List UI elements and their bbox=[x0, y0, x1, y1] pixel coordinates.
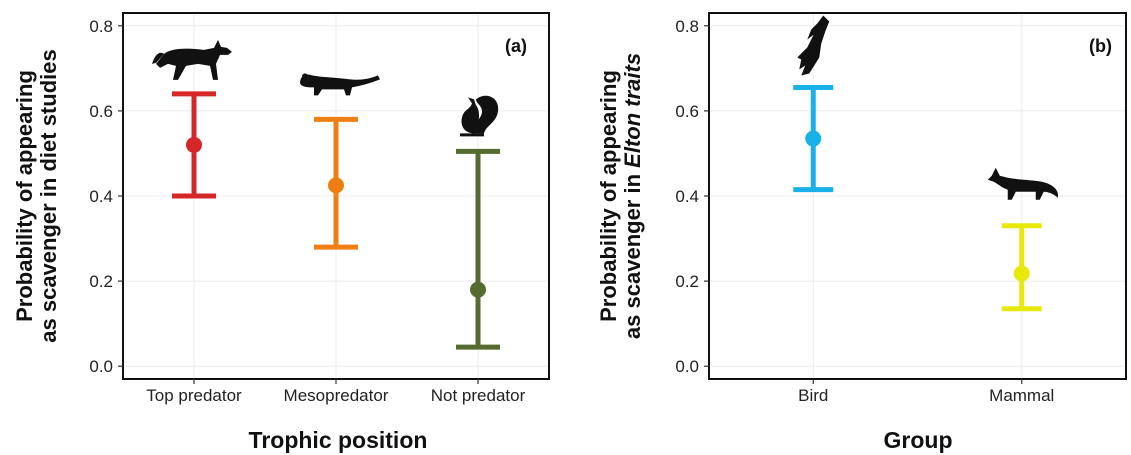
x-tick-label: Not predator bbox=[431, 386, 526, 405]
y-tick-label: 0.4 bbox=[675, 187, 699, 206]
panel-b-icons bbox=[797, 15, 1059, 200]
estimate-point bbox=[328, 177, 344, 194]
panel-b-y-axis-title: Probability of appearingas scavenger in … bbox=[596, 53, 645, 339]
eagle-silhouette-icon bbox=[797, 15, 830, 76]
estimate-point bbox=[1013, 265, 1030, 282]
panel-b-grid bbox=[709, 13, 1126, 379]
estimate-point bbox=[470, 281, 486, 298]
estimate-point bbox=[805, 130, 822, 147]
errorbar-bird bbox=[793, 84, 834, 193]
panel-a-label: (a) bbox=[505, 36, 527, 56]
x-tick-label: Bird bbox=[798, 386, 828, 405]
panel-a-marks bbox=[172, 91, 500, 350]
errorbar-mesopredator bbox=[314, 116, 358, 250]
wolf-silhouette-icon bbox=[152, 39, 232, 80]
panel-a-x-ticks: Top predator Mesopredator Not predator bbox=[146, 379, 526, 405]
x-tick-label: Mesopredator bbox=[284, 386, 389, 405]
mustelid-silhouette-icon bbox=[300, 73, 380, 96]
estimate-point bbox=[186, 136, 202, 153]
errorbar-top-predator bbox=[172, 91, 216, 199]
y-tick-label: 0.0 bbox=[675, 357, 699, 376]
y-tick-label: 0.8 bbox=[89, 17, 113, 36]
panel-a-y-ticks: 0.0 0.2 0.4 0.6 0.8 bbox=[89, 17, 123, 376]
panel-b-y-ticks: 0.0 0.2 0.4 0.6 0.8 bbox=[675, 17, 709, 376]
panel-b-x-axis-title: Group bbox=[884, 427, 953, 453]
y-tick-label: 0.2 bbox=[675, 272, 699, 291]
y-tick-label: 0.0 bbox=[89, 357, 113, 376]
y-tick-label: 0.6 bbox=[89, 102, 113, 121]
panel-a-chart: 0.0 0.2 0.4 0.6 0.8 Top predator Mesopredator… bbox=[12, 12, 550, 453]
panel-b-chart: 0.0 0.2 0.4 0.6 0.8 Bird Mammal (b) Group Pro… bbox=[596, 12, 1127, 453]
panel-b-marks bbox=[793, 84, 1042, 312]
y-tick-label: 0.8 bbox=[675, 17, 699, 36]
panel-a-icons bbox=[152, 39, 499, 137]
panel-a-y-axis-title: Probability of appearingas scavenger in … bbox=[12, 49, 61, 342]
x-tick-label: Top predator bbox=[146, 386, 242, 405]
fox-silhouette-icon bbox=[987, 167, 1059, 200]
squirrel-silhouette-icon bbox=[460, 95, 499, 137]
y-tick-label: 0.2 bbox=[89, 272, 113, 291]
y-tick-label: 0.4 bbox=[89, 187, 113, 206]
panel-b-label: (b) bbox=[1089, 36, 1112, 56]
panel-b-x-ticks: Bird Mammal bbox=[798, 379, 1054, 405]
errorbar-not-predator bbox=[456, 148, 500, 350]
y-tick-label: 0.6 bbox=[675, 102, 699, 121]
x-tick-label: Mammal bbox=[989, 386, 1054, 405]
panel-a-x-axis-title: Trophic position bbox=[249, 427, 428, 453]
errorbar-mammal bbox=[1001, 223, 1042, 312]
